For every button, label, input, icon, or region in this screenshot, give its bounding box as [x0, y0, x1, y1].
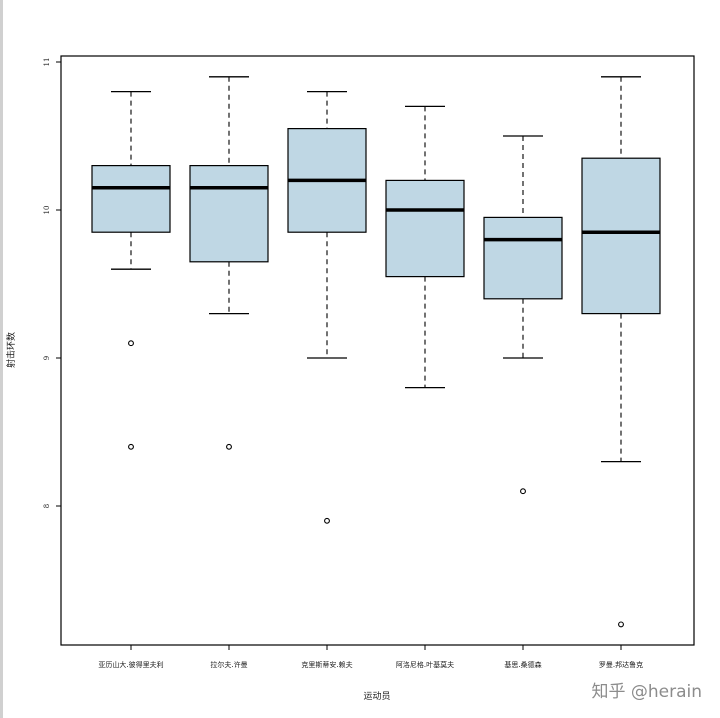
- x-tick-label: 罗曼.邦达鲁克: [599, 660, 643, 669]
- y-tick-label: 11: [43, 58, 51, 67]
- box: [91, 165, 171, 233]
- x-tick-label: 拉尔夫.许曼: [210, 660, 247, 669]
- y-axis: 8 9 10 11: [43, 58, 61, 508]
- box: [483, 216, 563, 300]
- outlier-point: [520, 488, 526, 495]
- outlier-point: [128, 443, 134, 450]
- x-tick-label: 克里斯蒂安.赖夫: [301, 660, 352, 669]
- box: [189, 165, 269, 263]
- x-axis-title: 运动员: [363, 691, 390, 702]
- watermark: 知乎 @herain: [591, 682, 702, 702]
- chart-marks: [91, 76, 661, 628]
- x-axis: 亚历山大.彼得里夫利 拉尔夫.许曼 克里斯蒂安.赖夫 阿洛尼格.叶基莫夫 基思.桑德森 罗…: [98, 645, 643, 669]
- y-tick-label: 10: [43, 206, 51, 215]
- y-axis-title: 射击环数: [5, 332, 17, 368]
- x-tick-label: 亚历山大.彼得里夫利: [98, 660, 163, 669]
- x-tick-label: 阿洛尼格.叶基莫夫: [396, 660, 454, 669]
- plot-frame: [60, 55, 695, 646]
- outlier-point: [226, 443, 232, 450]
- y-tick-label: 8: [43, 504, 51, 508]
- x-tick-label: 基思.桑德森: [504, 660, 541, 669]
- box: [581, 157, 661, 315]
- y-tick-label: 9: [43, 356, 51, 360]
- outlier-point: [324, 517, 330, 524]
- page-left-edge: [0, 0, 3, 718]
- box: [385, 179, 465, 278]
- outlier-point: [618, 621, 624, 628]
- outlier-point: [128, 340, 134, 347]
